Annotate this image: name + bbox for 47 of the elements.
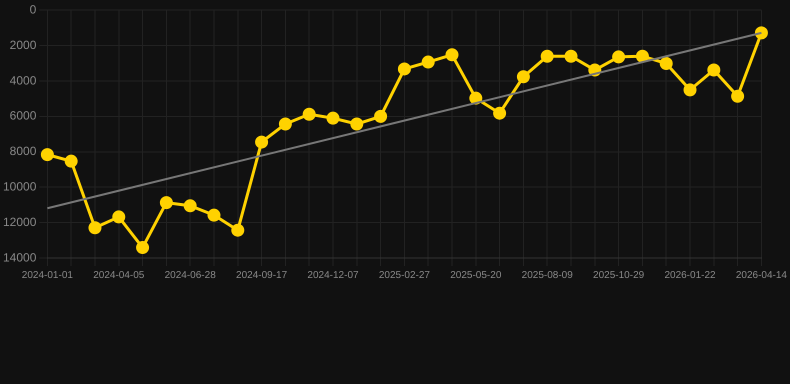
point xyxy=(136,241,150,254)
y-tick-label: 14000 xyxy=(2,250,37,264)
x-tick-label: 2026-01-22 xyxy=(664,270,716,281)
x-tick-label: 2026-04-14 xyxy=(736,270,788,281)
y-tick-label: 4000 xyxy=(10,73,37,88)
point xyxy=(64,154,78,168)
point xyxy=(493,106,506,120)
point xyxy=(469,92,482,105)
x-tick-label: 2025-08-09 xyxy=(522,270,574,281)
point xyxy=(231,224,244,237)
point xyxy=(278,118,292,131)
point xyxy=(684,83,697,96)
x-tick-label: 2025-10-29 xyxy=(593,270,645,281)
point xyxy=(516,70,530,84)
point xyxy=(540,50,554,63)
y-tick-label: 2000 xyxy=(10,38,37,52)
point xyxy=(660,56,673,70)
x-tick-label: 2025-02-27 xyxy=(378,270,430,281)
point xyxy=(612,50,626,64)
point xyxy=(446,48,458,62)
point xyxy=(184,199,197,212)
y-tick-label: 10000 xyxy=(2,180,37,194)
point xyxy=(350,118,364,131)
y-tick-label: 0 xyxy=(30,2,37,17)
point xyxy=(112,210,126,224)
x-tick-label: 2024-01-01 xyxy=(22,270,74,281)
point xyxy=(374,110,388,123)
x-tick-label: 2024-12-07 xyxy=(307,270,360,281)
point xyxy=(207,208,220,222)
point xyxy=(564,50,578,63)
point xyxy=(636,50,649,63)
x-tick-label: 2024-04-05 xyxy=(93,270,145,281)
x-tick-label: 2025-05-20 xyxy=(450,270,502,281)
x-tick-label: 2024-09-17 xyxy=(236,270,288,281)
point xyxy=(731,90,744,103)
y-tick-label: 8000 xyxy=(10,144,37,158)
point xyxy=(160,196,173,210)
point xyxy=(255,136,268,149)
y-tick-label: 6000 xyxy=(10,108,37,123)
y-tick-label: 12000 xyxy=(2,214,37,229)
point xyxy=(398,62,411,76)
point xyxy=(707,64,720,77)
point xyxy=(326,112,340,125)
point xyxy=(422,56,435,69)
x-tick-label: 2024-06-28 xyxy=(164,270,216,281)
point xyxy=(88,221,102,234)
point xyxy=(302,108,316,121)
